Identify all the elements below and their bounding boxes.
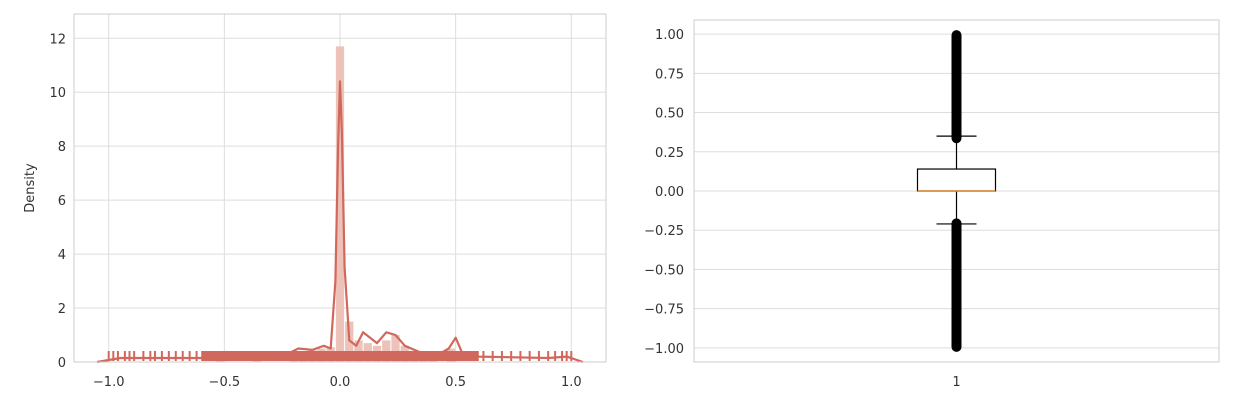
y-axis-label: Density xyxy=(23,163,38,213)
right-y-tick-label: −0.75 xyxy=(644,303,684,318)
rug-dense-band xyxy=(201,351,479,361)
interquartile-box xyxy=(916,168,997,192)
histogram-bar-8 xyxy=(345,321,354,362)
right-y-tick-label: 0.25 xyxy=(655,146,684,161)
right-y-tick-labels: −1.00 −0.75 −0.50 −0.25 0.00 0.25 0.50 0.75 1.00 xyxy=(644,28,684,357)
left-y-tick-label: 6 xyxy=(58,194,66,209)
rug-plot xyxy=(107,351,573,361)
lower-outliers xyxy=(951,218,962,352)
boxplot-box xyxy=(916,30,997,352)
histogram-bars xyxy=(215,46,456,362)
histogram-bar-13 xyxy=(391,335,400,362)
left-axes-frame xyxy=(73,13,607,363)
right-y-tick-label: 0.50 xyxy=(655,107,684,122)
left-y-tick-label: 12 xyxy=(49,32,66,47)
left-y-tick-labels: 0 2 4 6 8 10 12 xyxy=(49,32,66,371)
upper-outliers xyxy=(951,30,962,144)
left-x-tick-label: 0.0 xyxy=(330,375,351,390)
right-y-tick-label: −1.00 xyxy=(644,342,684,357)
left-y-tick-label: 2 xyxy=(58,302,66,317)
right-x-tick-label: 1 xyxy=(952,375,960,390)
right-axes-frame xyxy=(693,19,1220,363)
histogram-bar-7 xyxy=(335,46,345,362)
right-y-tick-label: 0.00 xyxy=(655,185,684,200)
left-x-tick-label: 1.0 xyxy=(561,375,582,390)
boxplot-plot: 1 −1.00 −0.75 −0.50 −0.25 0.00 0.25 0.50 0.75 1.… xyxy=(644,19,1220,390)
left-y-tick-label: 10 xyxy=(49,86,66,101)
density-histogram-plot: −1.0 −0.5 0.0 0.5 1.0 0 2 4 6 8 10 12 Density xyxy=(23,13,607,390)
right-y-tick-label: −0.50 xyxy=(644,263,684,278)
kde-curve xyxy=(96,80,584,364)
right-x-tick-labels: 1 xyxy=(952,375,960,390)
left-x-tick-labels: −1.0 −0.5 0.0 0.5 1.0 xyxy=(93,375,582,390)
right-y-tick-label: −0.25 xyxy=(644,224,684,239)
left-y-tick-label: 0 xyxy=(58,356,66,371)
left-y-tick-label: 4 xyxy=(58,248,66,263)
right-y-tick-label: 1.00 xyxy=(655,28,684,43)
left-x-tick-label: −1.0 xyxy=(93,375,125,390)
left-y-tick-label: 8 xyxy=(58,140,66,155)
left-x-tick-label: 0.5 xyxy=(445,375,466,390)
right-y-tick-label: 0.75 xyxy=(655,67,684,82)
left-x-tick-label: −0.5 xyxy=(209,375,241,390)
